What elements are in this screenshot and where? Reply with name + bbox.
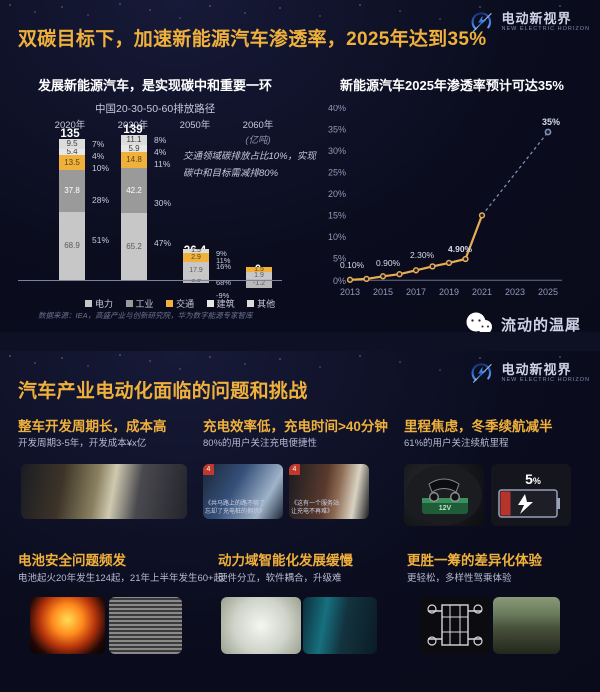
svg-text:35%: 35% bbox=[328, 125, 346, 135]
svg-text:30%: 30% bbox=[328, 146, 346, 156]
svg-text:25%: 25% bbox=[328, 168, 346, 178]
svg-text:0.10%: 0.10% bbox=[340, 260, 365, 270]
svg-text:4.90%: 4.90% bbox=[448, 244, 473, 254]
svg-text:2.30%: 2.30% bbox=[410, 250, 435, 260]
svg-text:20%: 20% bbox=[328, 189, 346, 199]
svg-text:2021: 2021 bbox=[472, 287, 492, 297]
svg-text:5%: 5% bbox=[525, 471, 541, 487]
svg-text:35%: 35% bbox=[542, 117, 560, 127]
svg-text:0.90%: 0.90% bbox=[376, 258, 401, 268]
svg-text:0%: 0% bbox=[333, 276, 346, 286]
svg-text:2015: 2015 bbox=[373, 287, 393, 297]
svg-text:2023: 2023 bbox=[505, 287, 525, 297]
svg-text:2013: 2013 bbox=[340, 287, 360, 297]
svg-text:2025: 2025 bbox=[538, 287, 558, 297]
svg-text:15%: 15% bbox=[328, 211, 346, 221]
svg-text:2019: 2019 bbox=[439, 287, 459, 297]
svg-text:10%: 10% bbox=[328, 232, 346, 242]
svg-text:12V: 12V bbox=[439, 505, 452, 512]
svg-text:40%: 40% bbox=[328, 105, 346, 113]
svg-text:2017: 2017 bbox=[406, 287, 426, 297]
